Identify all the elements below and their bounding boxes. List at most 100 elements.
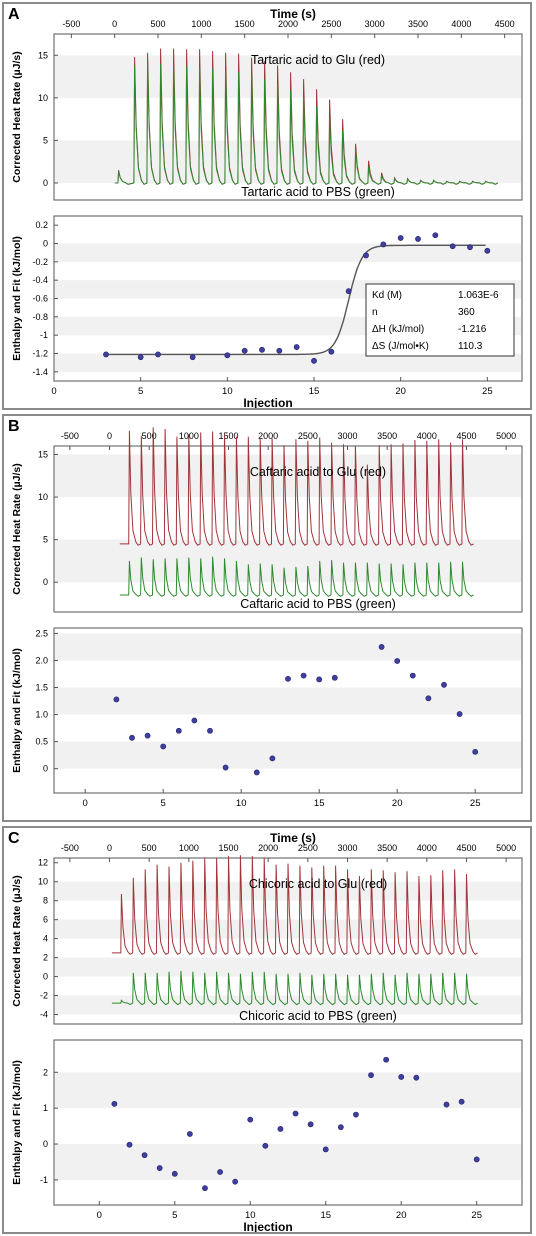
heat-ytick-label: 0 <box>43 972 48 982</box>
green-series-label: Caftaric acid to PBS (green) <box>240 597 396 611</box>
time-tick-label: -500 <box>61 431 79 441</box>
data-point <box>144 732 151 739</box>
data-point <box>394 658 401 664</box>
data-point <box>484 247 491 254</box>
data-point <box>171 1170 178 1177</box>
data-point <box>253 769 260 776</box>
data-point <box>207 727 213 734</box>
heat-ytick-label: 5 <box>43 535 48 545</box>
data-point <box>456 711 463 717</box>
injection-tick-label: 5 <box>138 386 143 397</box>
green-trace <box>111 970 478 1006</box>
data-point <box>285 675 291 682</box>
fit-param-name: n <box>372 307 378 318</box>
enthalpy-ytick-label: 0 <box>43 239 48 249</box>
time-tick-label: 500 <box>142 431 157 441</box>
data-point <box>458 1098 465 1105</box>
time-tick-label: 0 <box>107 431 112 441</box>
time-tick-label: 3500 <box>408 19 428 29</box>
data-point <box>328 348 335 355</box>
data-point <box>368 1072 374 1079</box>
time-tick-label: 2000 <box>258 431 278 441</box>
data-point <box>232 1178 239 1185</box>
injection-axis-label: Injection <box>243 396 292 408</box>
time-tick-label: 3500 <box>377 431 397 441</box>
grid-band <box>55 539 521 583</box>
enthalpy-ytick-label: -1 <box>40 330 48 340</box>
heat-axis-label: Corrected Heat Rate (µJ/s) <box>11 463 23 595</box>
enthalpy-axis-label: Enthalpy and Fit (kJ/mol) <box>11 236 23 361</box>
heat-ytick-label: 12 <box>38 858 48 868</box>
time-axis-label: Time (s) <box>270 7 316 21</box>
data-point <box>322 1146 329 1153</box>
data-point <box>380 241 387 248</box>
time-tick-label: 500 <box>142 843 157 853</box>
injection-tick-label: 25 <box>471 1210 482 1221</box>
grid-band <box>55 995 521 1015</box>
time-tick-label: 1500 <box>218 843 238 853</box>
enthalpy-ytick-label: -0.8 <box>32 312 48 322</box>
time-tick-label: 3000 <box>337 431 357 441</box>
fit-curve <box>106 244 486 356</box>
enthalpy-ytick-label: -0.2 <box>32 257 48 267</box>
time-tick-label: 0 <box>107 843 112 853</box>
heat-axis-label: Corrected Heat Rate (µJ/s) <box>11 51 23 183</box>
data-point <box>155 351 161 358</box>
data-point <box>425 695 432 702</box>
time-tick-label: 4500 <box>456 843 476 853</box>
data-point <box>247 1116 254 1123</box>
data-point <box>141 1152 148 1159</box>
heat-ytick-label: 6 <box>43 915 48 925</box>
panel-a: A Time (s) -500 0 500 1000 1500 2000 2500 3000 35… <box>2 2 532 410</box>
red-series-label: Tartaric acid to Glu (red) <box>251 53 385 67</box>
grid-band <box>55 633 521 661</box>
time-tick-label: 3000 <box>365 19 385 29</box>
injection-axis-label: Injection <box>243 1220 292 1232</box>
injection-tick-label: 20 <box>392 798 403 809</box>
red-trace <box>119 427 474 546</box>
data-point <box>241 347 248 354</box>
heat-ytick-label: 10 <box>38 93 48 103</box>
enthalpy-ytick-label: 2 <box>43 1067 48 1077</box>
time-tick-label: 2500 <box>298 843 318 853</box>
panel-c-plot: Time (s)-500 0 500 1000 1500 2000 2500 3000 3500… <box>11 831 523 1232</box>
heat-ytick-label: -4 <box>40 1010 48 1020</box>
injection-tick-label: 0 <box>51 386 56 397</box>
data-point <box>129 734 135 741</box>
panel-letter: C <box>8 830 20 847</box>
fit-param-name: Kd (M) <box>372 290 402 301</box>
data-point <box>189 354 196 361</box>
data-point <box>345 288 352 295</box>
injection-tick-label: 5 <box>172 1210 177 1221</box>
time-tick-label: 4000 <box>417 431 437 441</box>
enthalpy-ytick-label: 0 <box>43 1139 48 1149</box>
time-axis-label: Time (s) <box>270 831 316 845</box>
heat-ytick-label: 4 <box>43 934 48 944</box>
time-tick-label: 500 <box>150 19 165 29</box>
injection-tick-label: 25 <box>482 386 493 397</box>
heat-ytick-label: 8 <box>43 896 48 906</box>
heat-ytick-label: 10 <box>38 492 48 502</box>
heat-ytick-label: 5 <box>43 135 48 145</box>
enthalpy-ytick-label: 0.2 <box>35 220 48 230</box>
data-point <box>202 1185 208 1192</box>
fit-results-table <box>365 283 515 357</box>
injection-tick-label: 0 <box>97 1210 102 1221</box>
injection-tick-label: 15 <box>320 1210 331 1221</box>
data-point <box>415 236 421 242</box>
enthalpy-ytick-label: 2.0 <box>35 655 48 665</box>
enthalpy-ytick-label: -0.4 <box>32 275 48 285</box>
enthalpy-axis-label: Enthalpy and Fit (kJ/mol) <box>11 648 23 773</box>
fit-param-value: 360 <box>458 307 475 318</box>
data-point <box>413 1074 420 1081</box>
injection-tick-label: 5 <box>161 798 166 809</box>
data-point <box>103 351 109 358</box>
grid-band <box>55 55 521 98</box>
time-tick-label: 5000 <box>496 843 516 853</box>
data-point <box>269 755 276 762</box>
red-trace <box>111 855 478 955</box>
data-point <box>262 1142 269 1149</box>
time-tick-label: 3000 <box>337 843 357 853</box>
data-point <box>398 1074 405 1080</box>
grid-band <box>55 741 521 769</box>
